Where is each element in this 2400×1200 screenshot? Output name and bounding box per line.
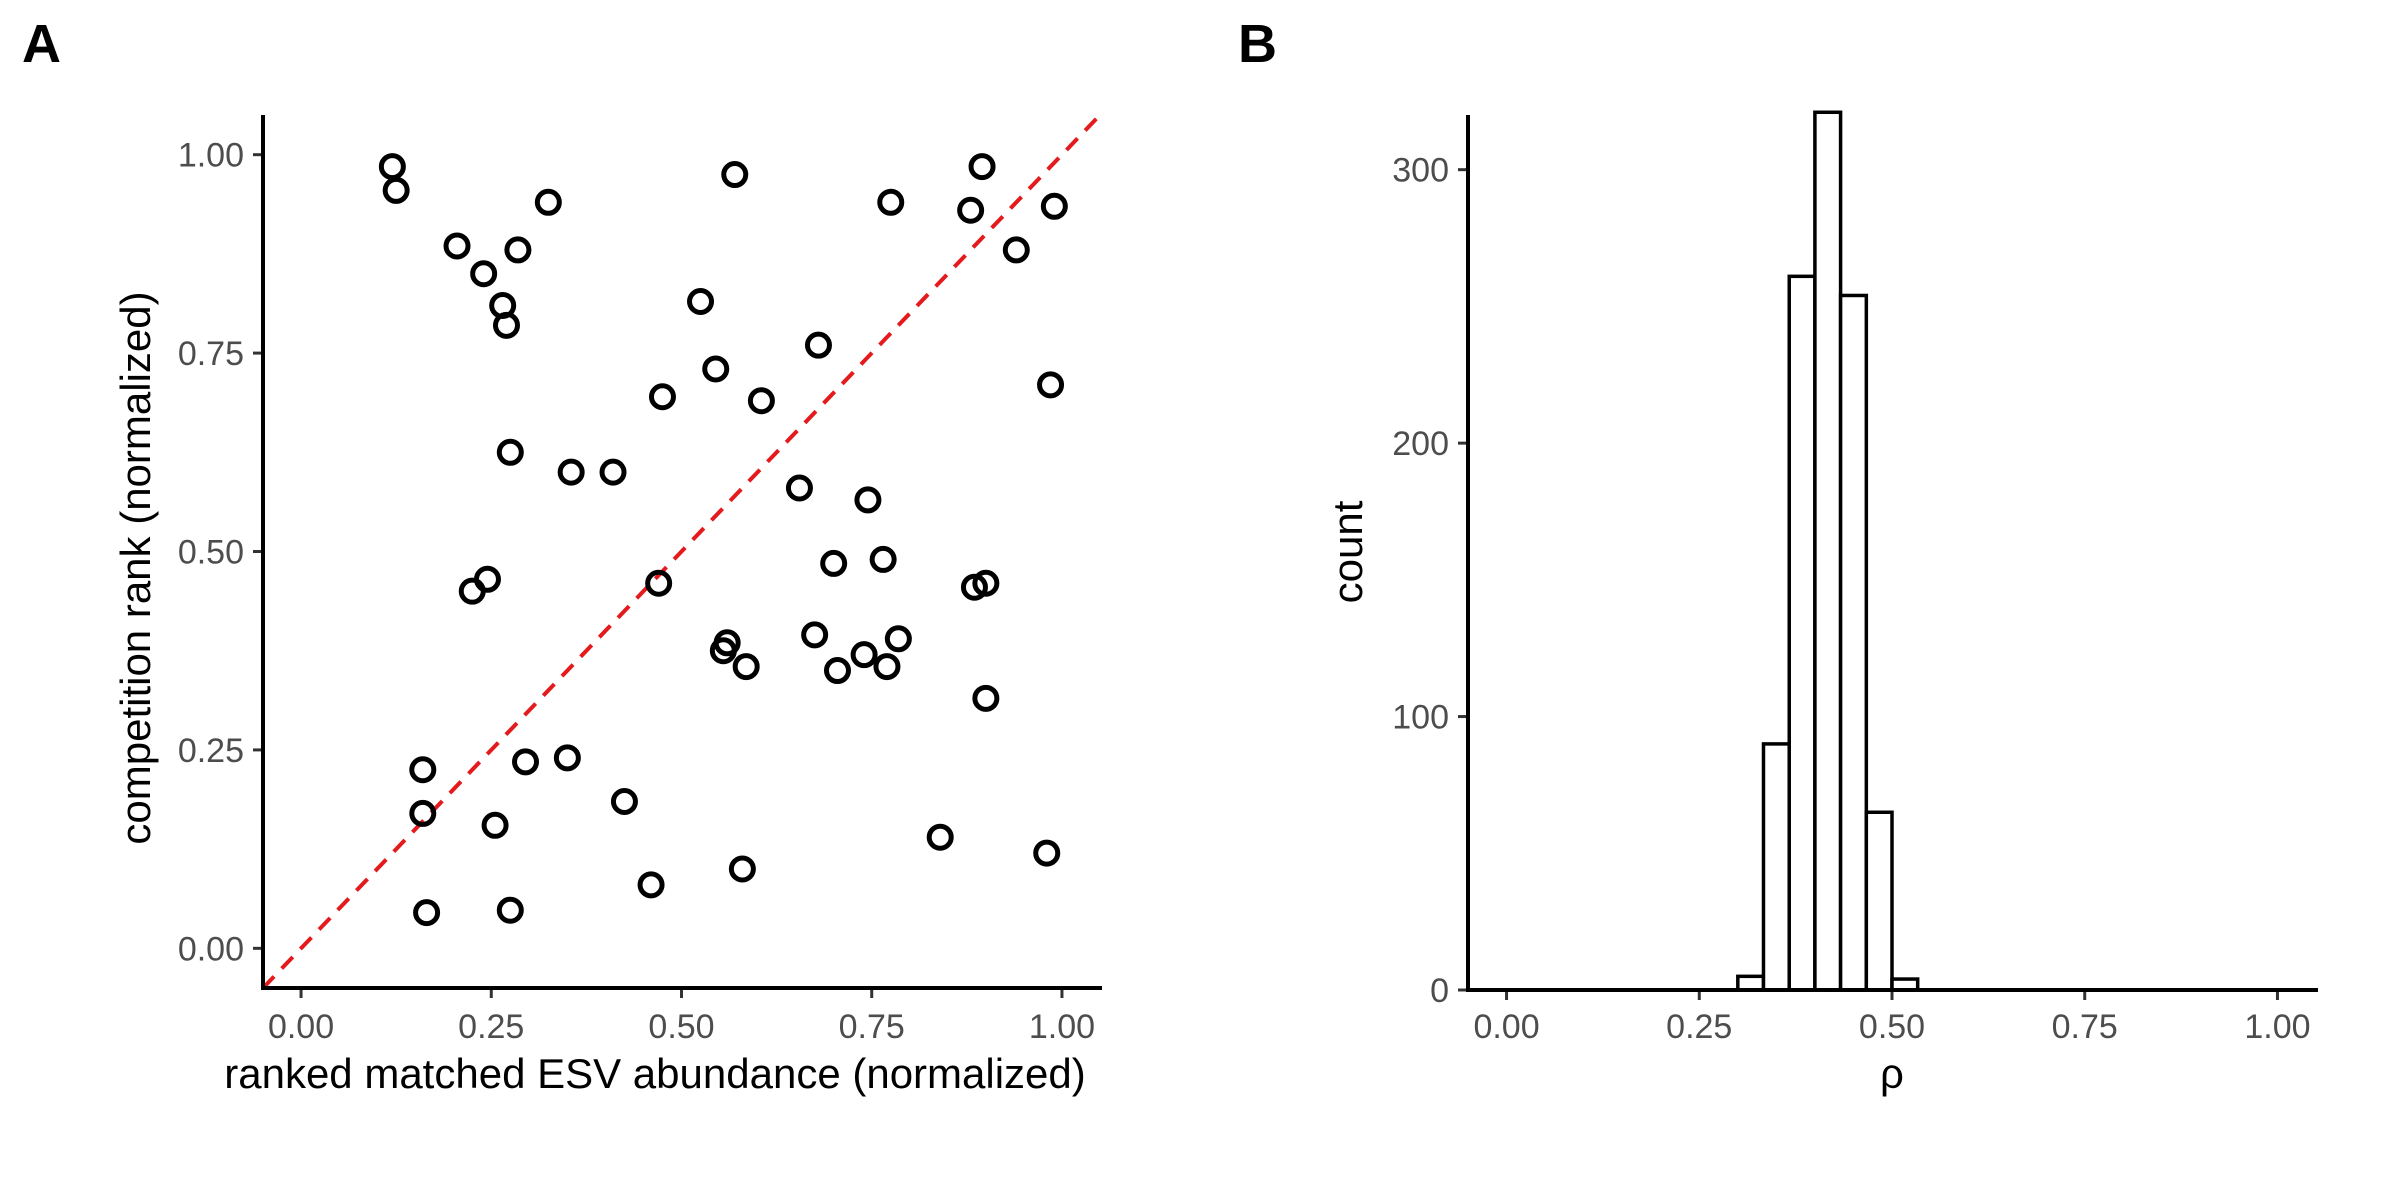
histogram-bar [1864,810,1894,992]
panel-a-points [378,153,1068,927]
scatter-point [972,569,1000,597]
scatter-point [409,756,437,784]
panel-a-letter: A [22,14,61,74]
panel-a-y-tick-label: 0.50 [178,534,244,572]
panel-a-ticks: 0.00 0.25 0.50 0.75 1.00 0.00 0.25 0.50 0.75 1.00 [178,137,1095,1046]
scatter-point [1002,236,1030,264]
scatter-point [443,232,471,260]
panel-a-x-tick-label: 1.00 [1029,1008,1095,1046]
panel-a-x-axis-title: ranked matched ESV abundance (normalized… [224,1050,1086,1097]
panel-b-y-axis-title: count [1324,500,1371,603]
scatter-point [926,823,954,851]
scatter-point [1037,371,1065,399]
panel-a-y-tick-label: 0.00 [178,930,244,968]
panel-b-x-tick-label: 0.75 [2052,1008,2118,1046]
histogram-bar [1761,742,1791,992]
panel-b-y-tick-label: 100 [1392,699,1449,737]
panel-a-reference-line [261,113,1102,990]
scatter-point [728,855,756,883]
panel-a-y-axis-title: competition rank (normalized) [112,291,159,844]
scatter-point [957,196,985,224]
histogram-bar [1736,974,1766,992]
scatter-point [637,871,665,899]
scatter-point [481,811,509,839]
panel-b-x-tick-label: 0.00 [1473,1008,1539,1046]
scatter-point [869,545,897,573]
panel-b-y-tick-label: 0 [1430,972,1449,1010]
scatter-point [1040,192,1068,220]
scatter-point [557,458,585,486]
scatter-point [968,153,996,181]
panel-b-histogram: B ρ count 0.00 0.25 0.50 0.75 1.00 0 100 200 300 [1238,14,2318,1097]
scatter-point [820,549,848,577]
panel-a-y-tick-label: 1.00 [178,137,244,175]
histogram-bar [1813,110,1843,992]
scatter-point [378,153,406,181]
scatter-point [470,260,498,288]
scatter-point [850,641,878,669]
panel-b-x-tick-label: 0.50 [1859,1008,1925,1046]
scatter-point [610,787,638,815]
scatter-point [645,569,673,597]
panel-a-scatter: A ranked matched ESV abundance (normaliz… [22,14,1102,1097]
scatter-point [534,188,562,216]
scatter-point [877,188,905,216]
panel-a-x-tick-label: 0.25 [458,1008,524,1046]
panel-a-x-tick-label: 0.00 [268,1008,334,1046]
scatter-point [873,653,901,681]
scatter-point [747,387,775,415]
scatter-point [972,684,1000,712]
scatter-point [648,383,676,411]
scatter-point [801,621,829,649]
scatter-point [473,565,501,593]
scatter-point [496,896,524,924]
panel-a-x-tick-label: 0.75 [839,1008,905,1046]
panel-b-bars [1736,110,1920,992]
scatter-point [409,799,437,827]
panel-a-y-tick-label: 0.75 [178,335,244,373]
panel-b-y-tick-label: 200 [1392,425,1449,463]
scatter-point [1033,839,1061,867]
panel-b-letter: B [1238,14,1277,74]
scatter-point [553,744,581,772]
scatter-point [382,176,410,204]
scatter-point [804,331,832,359]
scatter-point [732,653,760,681]
panel-a-x-tick-label: 0.50 [648,1008,714,1046]
scatter-point [854,486,882,514]
scatter-point [413,899,441,927]
scatter-point [721,161,749,189]
panel-b-x-tick-label: 0.25 [1666,1008,1732,1046]
scatter-point [496,438,524,466]
panel-b-x-axis-title: ρ [1880,1050,1904,1097]
scatter-point [713,629,741,657]
histogram-bar [1838,293,1869,992]
scatter-point [492,311,520,339]
scatter-point [785,474,813,502]
panel-a-y-tick-label: 0.25 [178,732,244,770]
scatter-point [702,355,730,383]
scatter-point [504,236,532,264]
scatter-point [687,288,715,316]
panel-b-x-tick-label: 1.00 [2244,1008,2310,1046]
scatter-point [599,458,627,486]
histogram-bar [1787,274,1817,992]
panel-b-ticks: 0.00 0.25 0.50 0.75 1.00 0 100 200 300 [1392,152,2310,1046]
scatter-point [512,748,540,776]
scatter-point [823,657,851,685]
scatter-point [884,625,912,653]
panel-b-y-tick-label: 300 [1392,152,1449,190]
